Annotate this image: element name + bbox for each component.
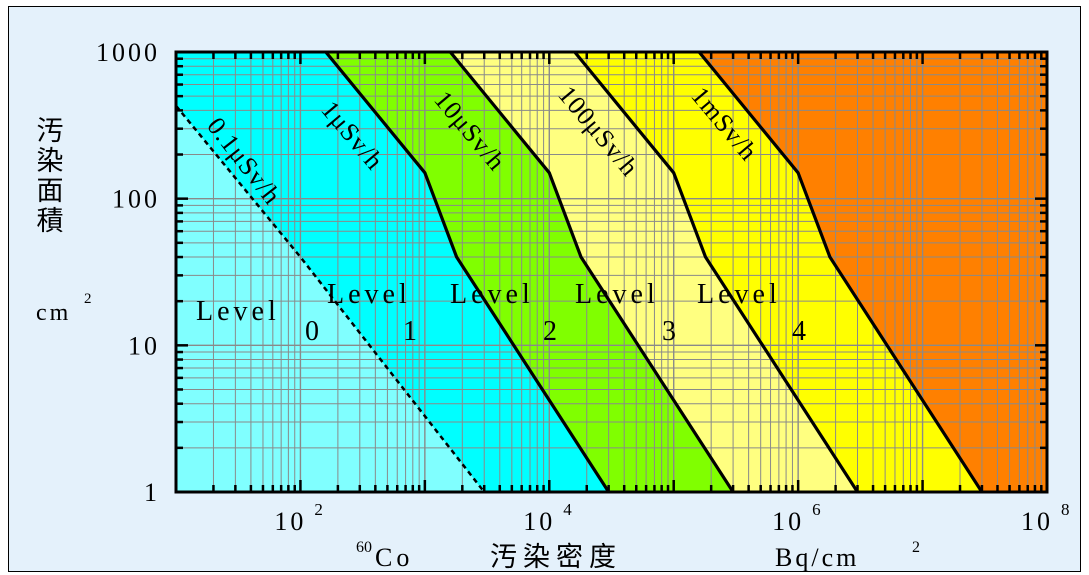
- y-axis-unit-exponent: 2: [84, 291, 92, 307]
- x-tick-label: 10: [772, 507, 804, 536]
- x-tick-label: 10: [274, 507, 306, 536]
- level-number: 4: [792, 316, 806, 347]
- x-tick-label: 10: [523, 507, 555, 536]
- y-axis-title-char: 積: [37, 206, 64, 237]
- level-number: 2: [543, 316, 557, 347]
- x-tick-exponent: 2: [314, 500, 323, 519]
- level-number: 3: [662, 316, 676, 347]
- x-axis-unit: Bq/cm: [775, 543, 859, 572]
- level-number: 1: [403, 316, 417, 347]
- level-word: Level: [196, 296, 280, 327]
- level-word: Level: [450, 279, 534, 310]
- x-axis-title: 汚染密度: [490, 542, 622, 573]
- level-bands: [171, 47, 1052, 497]
- y-axis-title-char: 面: [37, 176, 64, 207]
- level-word: Level: [697, 279, 781, 310]
- x-tick-exponent: 8: [1061, 500, 1070, 519]
- x-axis-unit-exponent: 2: [912, 539, 920, 556]
- y-axis-unit: cm: [36, 300, 71, 326]
- level-number: 0: [305, 316, 319, 347]
- level-word: Level: [327, 279, 411, 310]
- x-axis-isotope-mass: 60: [356, 539, 372, 556]
- y-tick-label: 1: [144, 478, 160, 507]
- y-axis-title-char: 汚: [37, 116, 64, 147]
- y-axis-title-char: 染: [37, 146, 64, 177]
- x-tick-label: 10: [1021, 507, 1053, 536]
- y-tick-label: 10: [128, 331, 160, 360]
- x-tick-exponent: 6: [812, 500, 821, 519]
- y-tick-label: 100: [112, 185, 160, 214]
- y-tick-label: 1000: [96, 38, 160, 67]
- level-word: Level: [575, 279, 659, 310]
- x-axis-isotope: Co: [375, 543, 413, 572]
- x-tick-exponent: 4: [563, 500, 572, 519]
